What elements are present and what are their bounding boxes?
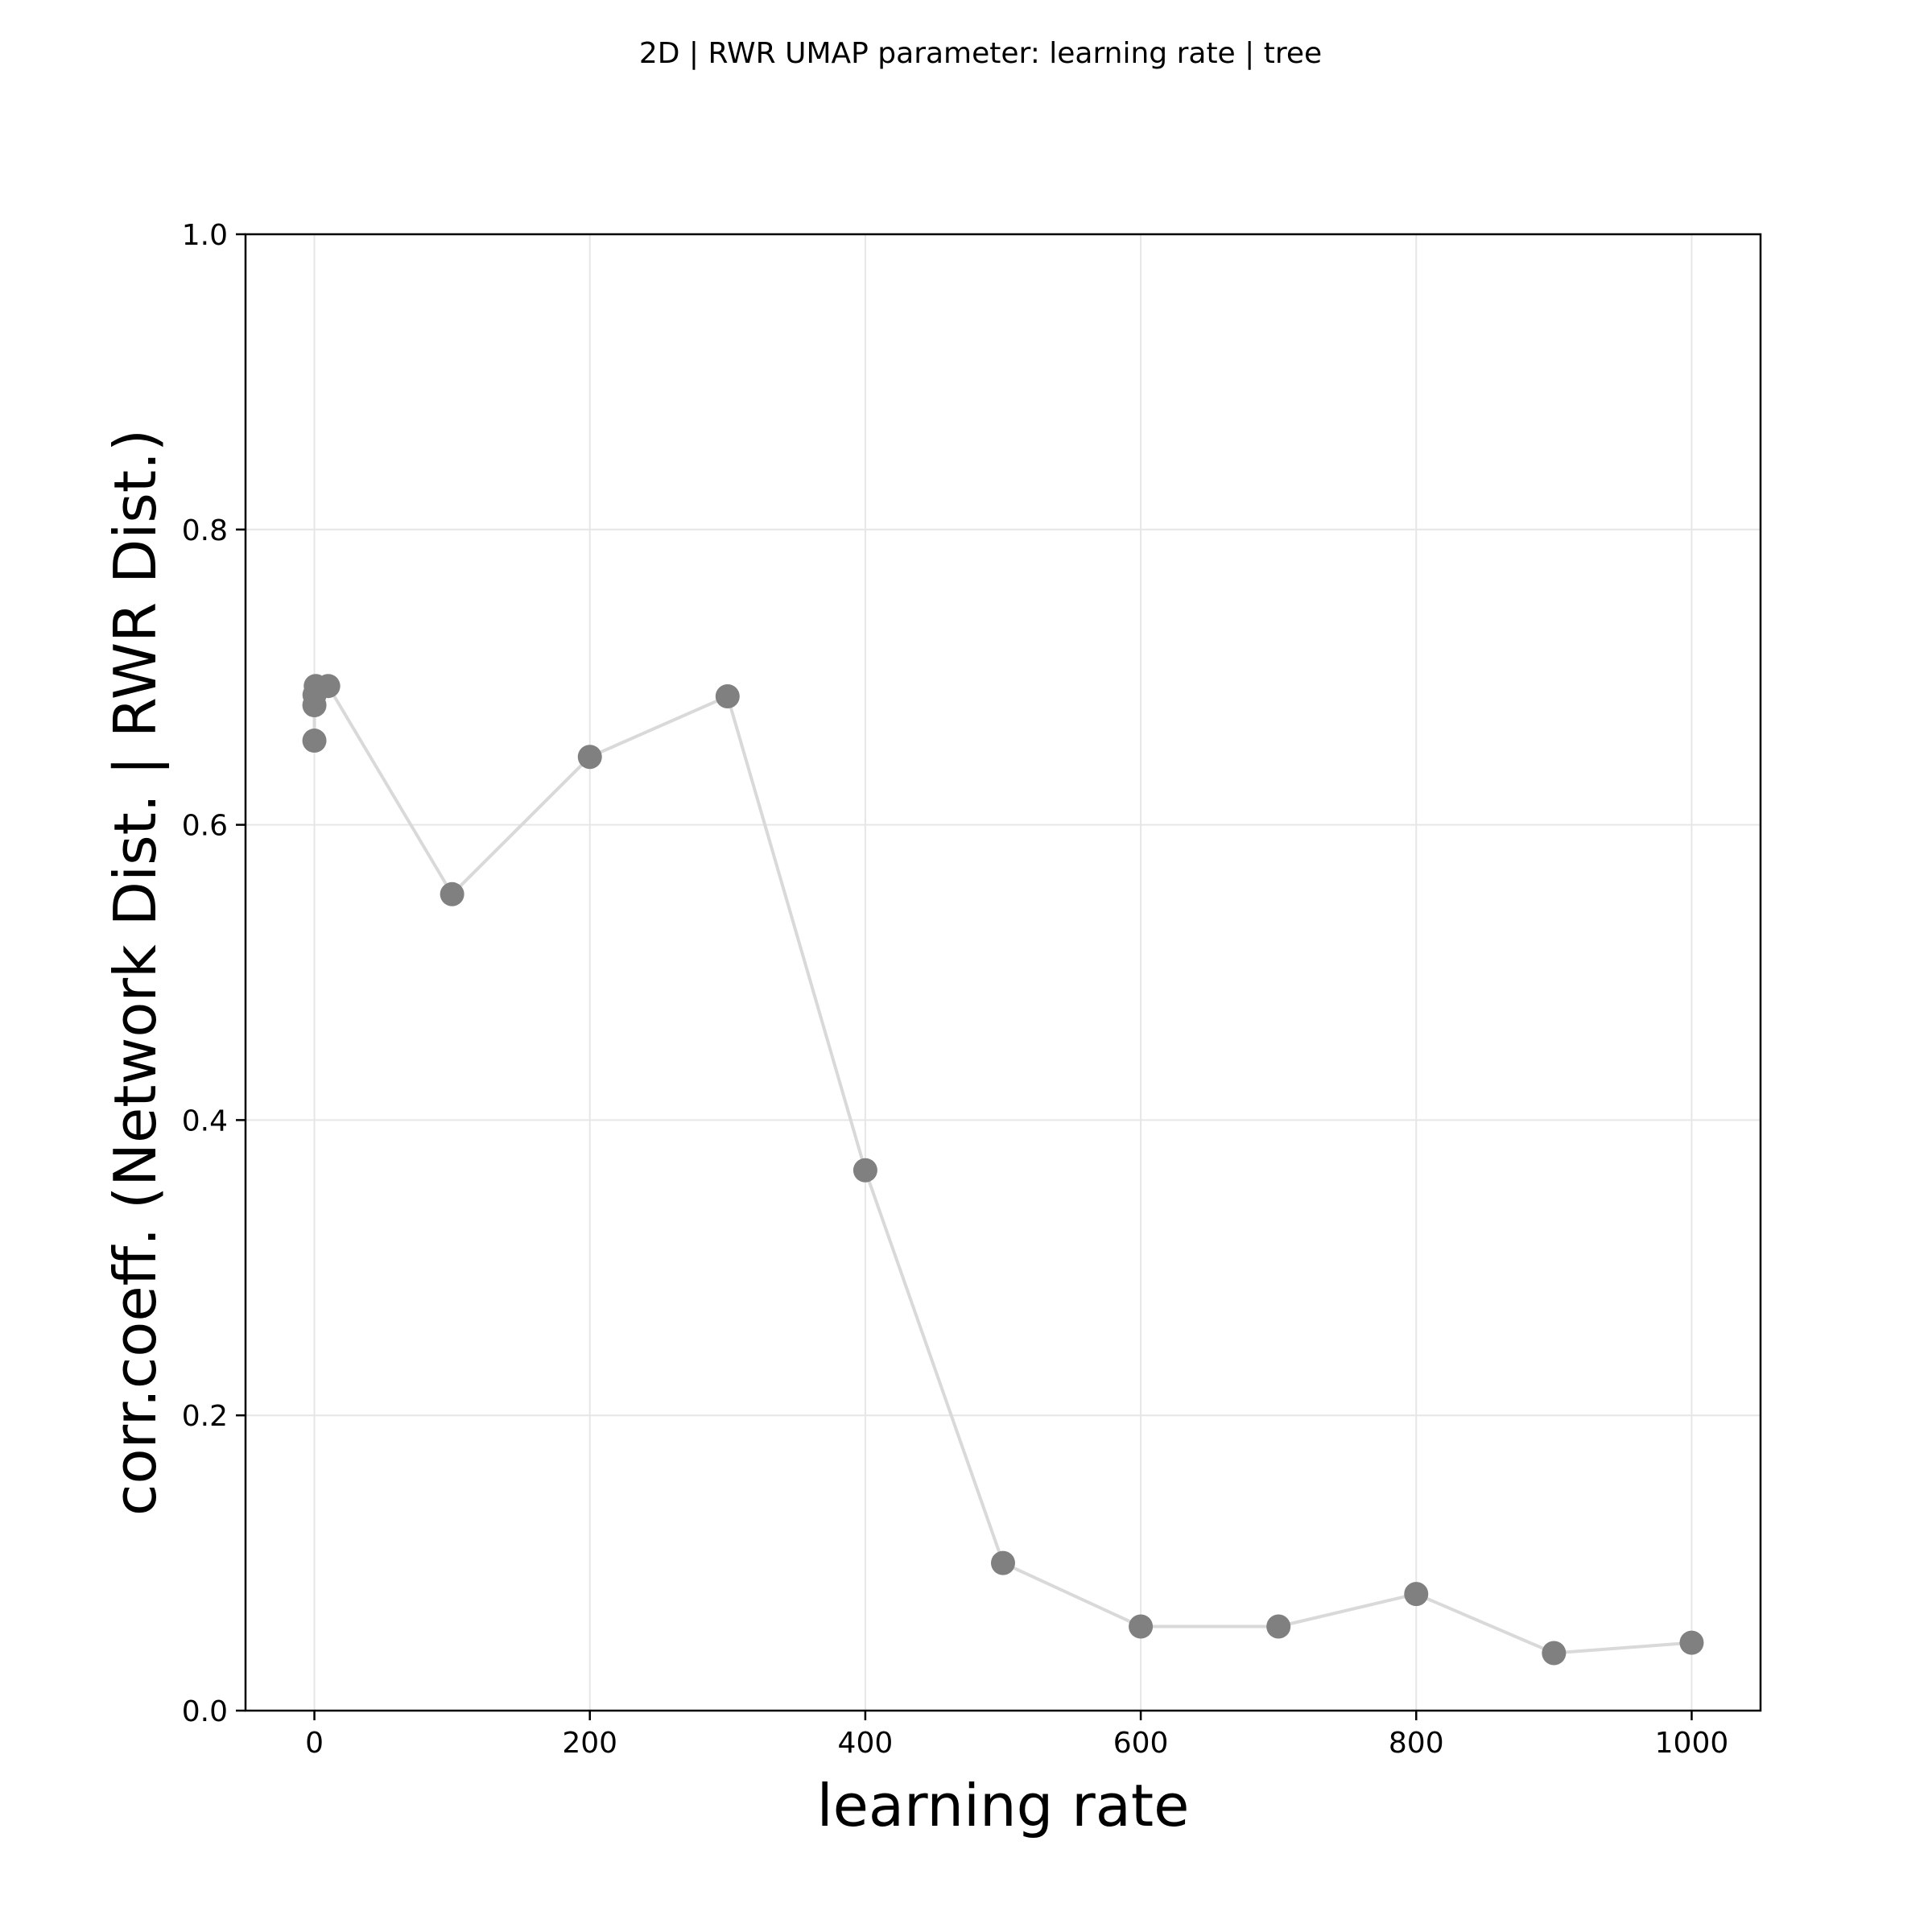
data-point-0: [302, 729, 327, 753]
data-point-10: [1129, 1614, 1154, 1639]
series-line: [312, 684, 1692, 1655]
data-points: [302, 674, 1704, 1666]
y-tick-label-3: 0.6: [182, 810, 228, 843]
x-tick-label-4: 800: [1389, 1727, 1444, 1760]
data-point-6: [577, 745, 602, 770]
y-axis-ticks: 0.0 0.2 0.4 0.6 0.8 1.0: [182, 219, 246, 1728]
data-point-4: [316, 674, 341, 699]
data-point-5: [440, 881, 464, 906]
y-tick-label-5: 1.0: [182, 219, 228, 252]
y-tick-label-1: 0.2: [182, 1400, 228, 1433]
data-point-14: [1679, 1630, 1704, 1655]
plot-frame: [244, 233, 1762, 1712]
chart-title: 2D | RWR UMAP parameter: learning rate |…: [639, 37, 1322, 70]
x-tick-label-3: 600: [1113, 1727, 1169, 1760]
series-0-line: [312, 684, 1692, 1655]
y-axis-label: corr.coeff. (Network Dist. | RWR Dist.): [101, 429, 170, 1516]
data-point-8: [852, 1158, 877, 1183]
data-point-7: [715, 684, 740, 709]
y-tick-label-4: 0.8: [182, 514, 228, 547]
data-point-13: [1542, 1641, 1567, 1666]
y-tick-label-2: 0.4: [182, 1104, 228, 1137]
x-axis-label: learning rate: [817, 1772, 1190, 1839]
x-tick-label-5: 1000: [1655, 1727, 1729, 1760]
data-point-11: [1266, 1614, 1291, 1639]
y-tick-label-0: 0.0: [182, 1695, 228, 1728]
x-tick-label-1: 200: [562, 1727, 617, 1760]
data-point-9: [991, 1550, 1015, 1575]
x-tick-label-0: 0: [305, 1727, 324, 1760]
x-tick-label-2: 400: [838, 1727, 894, 1760]
data-point-12: [1404, 1582, 1429, 1607]
grid: [246, 233, 1761, 1711]
x-axis-ticks: 0 200 400 600 800 1000: [305, 1711, 1728, 1760]
